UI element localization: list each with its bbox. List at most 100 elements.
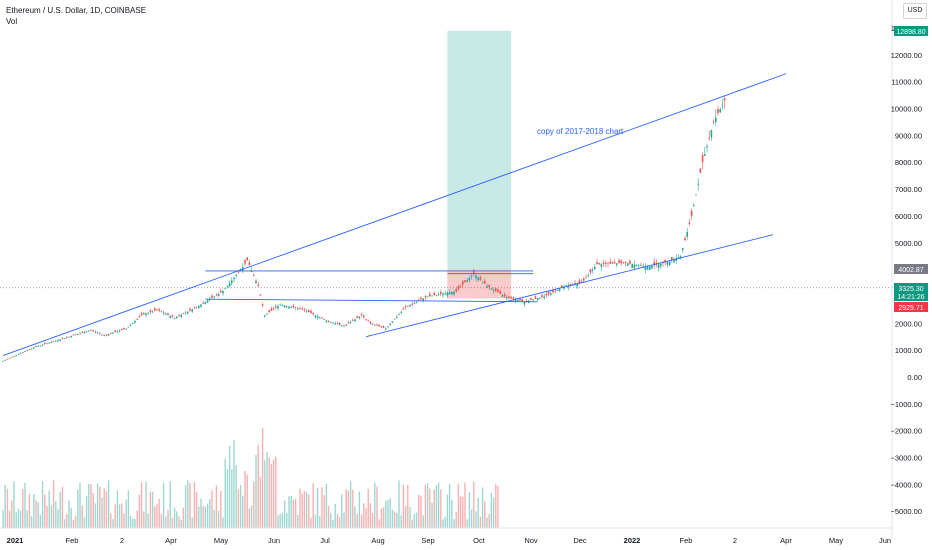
volume-bar — [237, 489, 240, 528]
candle-body — [189, 308, 191, 311]
volume-bar — [492, 497, 495, 528]
volume-bar — [420, 495, 422, 528]
candle-body — [50, 342, 53, 343]
trendlines — [2, 73, 787, 356]
y-tick-label: 1000.00 — [895, 346, 922, 355]
candle-body — [90, 329, 92, 331]
volume-bar — [332, 519, 334, 528]
volume-bar — [220, 490, 222, 528]
volume-bar — [303, 491, 306, 528]
volume-bar — [275, 456, 277, 528]
volume-bar — [233, 440, 235, 528]
volume-bar — [402, 484, 405, 528]
candle-body — [633, 264, 636, 269]
candle-body — [316, 316, 319, 318]
x-tick-label: Feb — [66, 536, 79, 545]
volume-bar — [393, 511, 396, 528]
volume-bar — [360, 514, 363, 528]
candle-body — [123, 328, 125, 330]
y-tick-label: −2000.00 — [891, 427, 923, 436]
candle-body — [358, 316, 361, 319]
candle-body — [149, 310, 152, 313]
volume-bar — [92, 492, 94, 528]
candle-body — [613, 261, 616, 264]
candle-body — [638, 265, 640, 267]
currency-button[interactable]: USD — [903, 3, 927, 19]
candle-body — [657, 264, 660, 268]
volume-bar — [327, 505, 330, 528]
candle-body — [382, 326, 385, 328]
candle-body — [8, 357, 11, 359]
candle-body — [162, 312, 165, 314]
volume-bar — [308, 494, 310, 528]
candle-body — [2, 360, 4, 362]
volume-bar — [248, 508, 251, 528]
chart-legend: Ethereum / U.S. Dollar, 1D, COINBASE Vol — [6, 5, 146, 27]
candle-body — [600, 264, 603, 268]
candle-body — [297, 308, 299, 310]
volume-bar — [222, 517, 224, 528]
volume-bar — [283, 500, 286, 528]
candle-body — [393, 318, 396, 320]
candle-body — [424, 296, 427, 298]
candle-body — [101, 334, 103, 336]
volume-bar — [380, 508, 383, 528]
candle-body — [717, 109, 719, 114]
volume-bar — [35, 500, 37, 528]
candle-body — [459, 286, 462, 288]
volume-indicator-label[interactable]: Vol — [6, 17, 18, 26]
volume-bar — [316, 487, 319, 528]
volume-bar — [79, 482, 81, 528]
candle-body — [556, 290, 559, 291]
volume-bar — [305, 491, 308, 528]
volume-bar — [140, 482, 143, 528]
candle-body — [462, 281, 464, 285]
candle-body — [187, 311, 189, 314]
candle-body — [319, 317, 321, 319]
candle-body — [389, 323, 391, 325]
volume-bar — [270, 463, 273, 528]
volume-bar — [481, 487, 484, 528]
candle-body — [666, 262, 669, 265]
chart-annotation: copy of 2017-2018 chart — [537, 127, 624, 136]
volume-bar — [167, 510, 169, 528]
candle-body — [17, 354, 20, 355]
candle-body — [246, 257, 248, 261]
candle-body — [534, 296, 537, 299]
volume-bar — [479, 516, 482, 528]
candle-body — [259, 294, 262, 296]
candle-body — [653, 261, 655, 266]
x-tick-label: 2021 — [7, 536, 24, 545]
candle-body — [345, 324, 347, 326]
candle-body — [479, 277, 482, 280]
volume-bar — [59, 492, 61, 528]
x-tick-label: May — [829, 536, 843, 545]
volume-bar — [433, 489, 435, 528]
candle-body — [418, 299, 420, 301]
volume-bar — [19, 510, 22, 528]
x-tick-label: Jun — [879, 536, 891, 545]
candle-body — [673, 259, 675, 263]
volume-bar — [453, 519, 455, 528]
volume-bar — [22, 489, 24, 528]
candle-body — [169, 315, 171, 318]
candle-body — [398, 314, 400, 316]
position-zones — [447, 30, 512, 299]
volume-bar — [176, 511, 178, 528]
x-tick-label: Sep — [421, 536, 434, 545]
volume-bar — [257, 444, 259, 528]
candle-body — [13, 356, 15, 357]
symbol-title[interactable]: Ethereum / U.S. Dollar, 1D, COINBASE — [6, 6, 147, 15]
candle-body — [211, 295, 213, 298]
x-tick-label: 2022 — [624, 536, 641, 545]
volume-bar — [299, 488, 301, 528]
candle-body — [712, 121, 715, 123]
candle-body — [517, 300, 519, 301]
volume-bar — [74, 515, 77, 528]
volume-bar — [246, 474, 248, 528]
volume-bar — [404, 506, 407, 528]
candle-body — [202, 303, 204, 304]
volume-bar — [347, 490, 350, 528]
volume-bar — [367, 488, 369, 528]
